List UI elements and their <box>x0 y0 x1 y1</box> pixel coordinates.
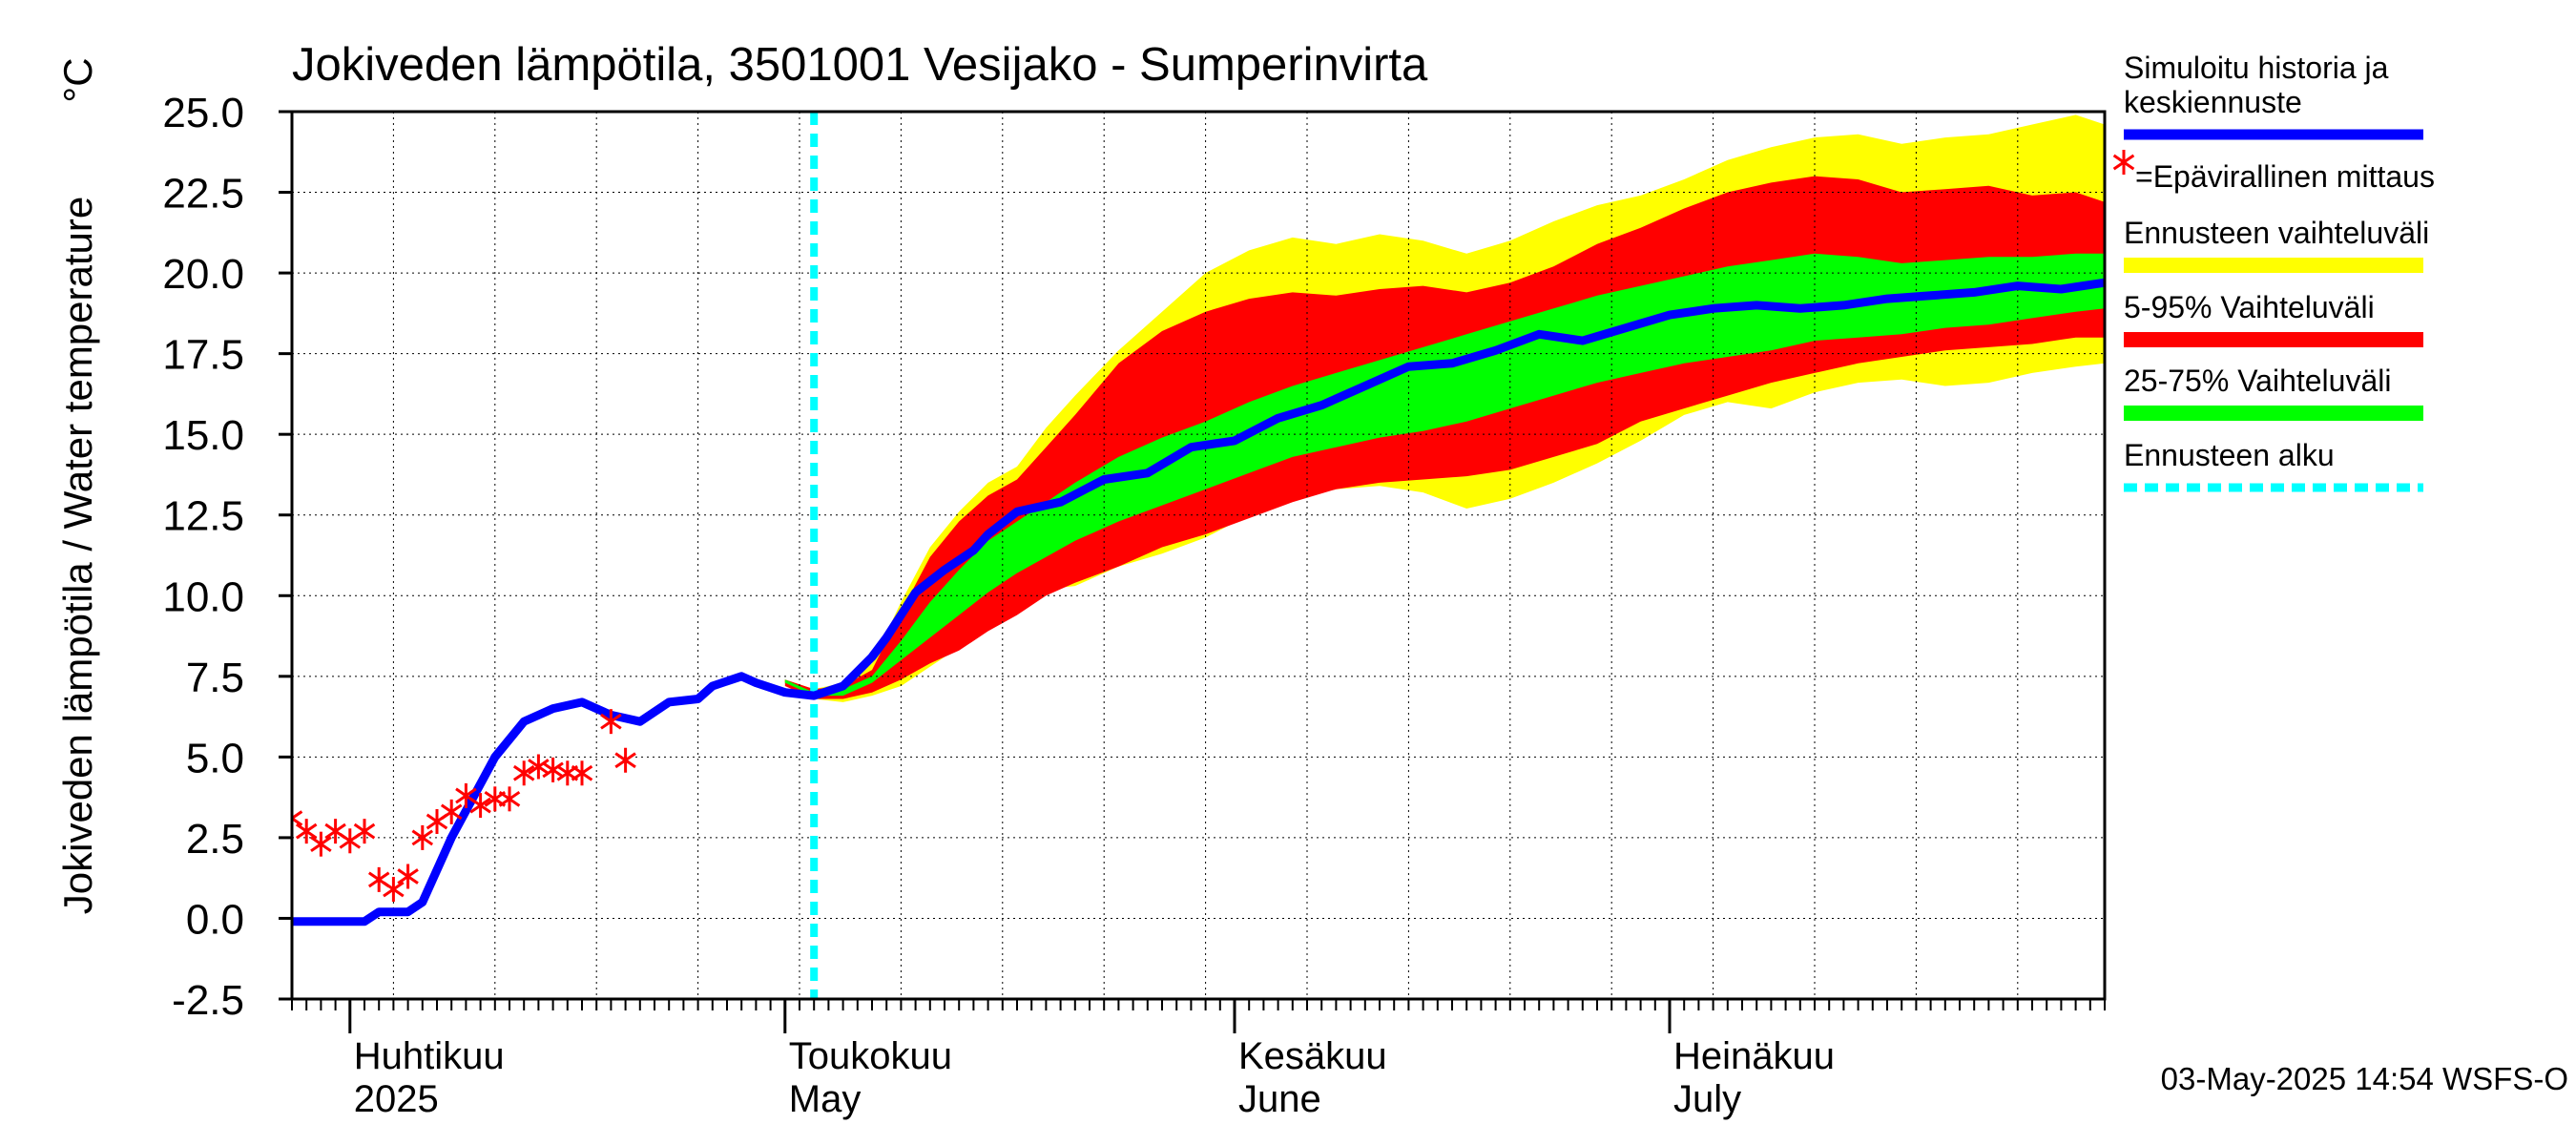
legend-label: 5-95% Vaihteluväli <box>2124 290 2375 324</box>
month-label-fi: Heinäkuu <box>1673 1035 1835 1077</box>
month-label-fi: Kesäkuu <box>1238 1035 1387 1077</box>
observation-point <box>383 877 405 903</box>
observation-point <box>469 793 491 819</box>
legend-label: Ennusteen vaihteluväli <box>2124 216 2429 250</box>
y-tick-label: 17.5 <box>162 332 244 379</box>
y-tick-label: 12.5 <box>162 493 244 540</box>
observation-point <box>367 866 390 892</box>
y-tick-label: 7.5 <box>186 655 244 701</box>
plot-frame <box>290 110 2107 1001</box>
observation-point <box>295 819 318 844</box>
legend-item-observation: =Epävirallinen mittaus <box>2112 150 2435 194</box>
observation-point <box>426 809 448 834</box>
observation-point <box>292 805 303 831</box>
observation-point <box>310 831 332 857</box>
legend-label: 25-75% Vaihteluväli <box>2124 364 2391 398</box>
y-tick-label: 5.0 <box>186 735 244 781</box>
observation-point <box>397 864 419 889</box>
band-25-75-vaihteluv-li <box>784 253 2105 697</box>
month-label-en: 2025 <box>354 1078 439 1120</box>
legend-item-full-range: Ennusteen vaihteluväli <box>2124 216 2429 273</box>
month-label-en: May <box>789 1078 862 1120</box>
y-tick-label: 0.0 <box>186 896 244 943</box>
observation-point <box>411 824 434 850</box>
month-label-en: June <box>1238 1078 1321 1120</box>
y-tick-label: 20.0 <box>162 251 244 298</box>
timestamp: 03-May-2025 14:54 WSFS-O <box>2161 1061 2568 1096</box>
axes: 25.0 22.5 20.0 17.5 15.0 12.5 10.0 7.5 5.0 2.5 0.0… <box>162 90 2107 1120</box>
observation-point <box>600 709 622 735</box>
forecast-bands <box>784 114 2105 702</box>
month-label-fi: Huhtikuu <box>354 1035 505 1077</box>
y-tick-label: 15.0 <box>162 412 244 459</box>
legend-label: Ennusteen alku <box>2124 438 2335 472</box>
y-tick-label: 22.5 <box>162 171 244 218</box>
legend-label: Simuloitu historia ja <box>2124 51 2389 85</box>
y-tick-label: 2.5 <box>186 816 244 863</box>
y-tick-label: 10.0 <box>162 573 244 620</box>
series-lines <box>292 112 2105 999</box>
mean-forecast-line <box>292 278 2105 926</box>
observation-point <box>440 799 463 824</box>
y-axis-label: Jokiveden lämpötila / Water temperature <box>55 197 100 914</box>
observation-point <box>571 760 593 786</box>
observation-point <box>339 828 362 854</box>
legend-item-25-75: 25-75% Vaihteluväli <box>2124 364 2423 421</box>
chart-title: Jokiveden lämpötila, 3501001 Vesijako - … <box>292 39 1428 91</box>
observation-point <box>498 786 521 812</box>
month-label-en: July <box>1673 1078 1741 1120</box>
observation-point <box>353 819 376 844</box>
observation-point <box>512 760 535 786</box>
legend-star-icon <box>2112 150 2135 175</box>
observation-point <box>528 754 550 780</box>
y-axis-unit: °C <box>55 57 100 102</box>
legend-item-forecast-start: Ennusteen alku <box>2124 438 2423 492</box>
y-tick-label: 25.0 <box>162 90 244 136</box>
legend-label: keskiennuste <box>2124 85 2302 119</box>
legend-item-5-95: 5-95% Vaihteluväli <box>2124 290 2423 347</box>
month-label-fi: Toukokuu <box>789 1035 952 1077</box>
y-tick-label: -2.5 <box>172 977 244 1024</box>
legend-label: =Epävirallinen mittaus <box>2135 159 2435 194</box>
observation-point <box>614 747 636 773</box>
observation-point <box>542 757 564 782</box>
